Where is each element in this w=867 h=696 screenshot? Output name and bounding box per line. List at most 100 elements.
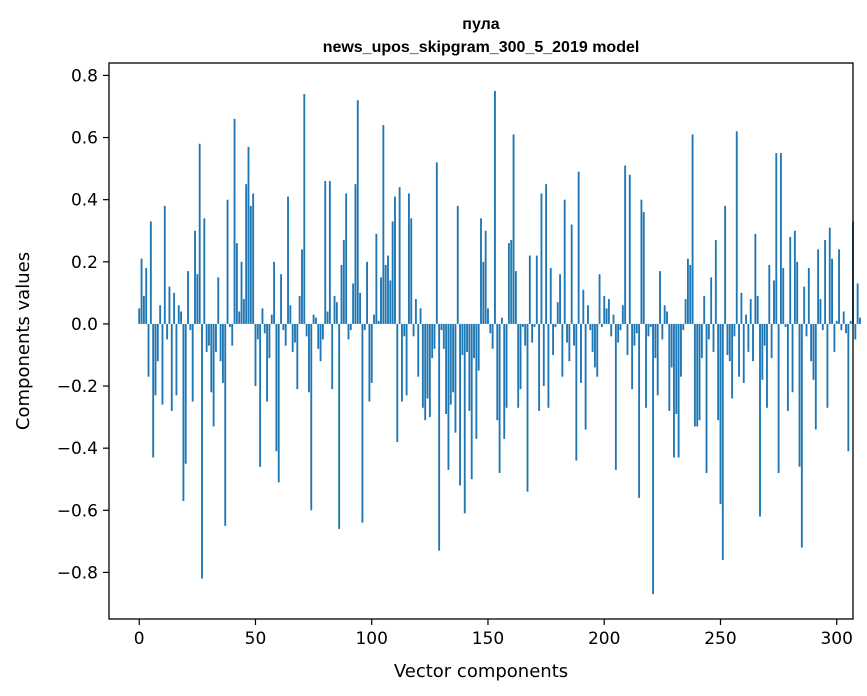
bar-266 <box>756 295 759 324</box>
bar-65 <box>289 305 292 324</box>
bar-18 <box>180 311 182 324</box>
bar-2 <box>142 295 145 324</box>
bar-151 <box>489 323 492 334</box>
bar-149 <box>484 230 487 324</box>
bar-161 <box>512 134 515 324</box>
bar-170 <box>533 323 536 328</box>
bar-79 <box>321 323 324 340</box>
bar-272 <box>770 323 773 359</box>
bar-142 <box>468 323 471 411</box>
bar-184 <box>566 323 568 343</box>
bar-292 <box>817 249 820 324</box>
y-tick-label: −0.2 <box>57 377 98 397</box>
bar-262 <box>747 323 750 352</box>
bar-130 <box>440 323 443 331</box>
bar-139 <box>461 323 464 355</box>
bar-252 <box>724 205 727 324</box>
bar-172 <box>538 323 541 411</box>
bar-59 <box>275 323 278 452</box>
chart-title-line2: news_upos_skipgram_300_5_2019 model <box>323 39 640 56</box>
bar-82 <box>328 181 331 324</box>
bar-113 <box>401 323 403 402</box>
bar-88 <box>342 240 345 324</box>
x-tick-label: 100 <box>355 629 387 649</box>
bar-141 <box>466 323 468 352</box>
bar-303 <box>842 311 845 324</box>
bar-176 <box>547 323 550 408</box>
bar-228 <box>668 323 671 411</box>
bar-213 <box>633 323 636 346</box>
bars-group <box>138 90 861 595</box>
bar-175 <box>545 184 548 324</box>
bar-245 <box>707 323 710 340</box>
bar-288 <box>807 268 810 324</box>
bar-75 <box>312 314 315 324</box>
bar-167 <box>526 323 529 492</box>
bar-101 <box>373 314 375 324</box>
bar-60 <box>277 323 280 483</box>
bar-186 <box>570 224 573 324</box>
bar-189 <box>577 171 580 324</box>
bar-263 <box>749 299 752 324</box>
bar-225 <box>661 323 664 340</box>
x-tick-label: 150 <box>472 629 504 649</box>
bar-300 <box>835 320 838 324</box>
bar-28 <box>203 218 206 324</box>
bar-180 <box>556 302 559 324</box>
bar-284 <box>798 323 801 467</box>
bar-16 <box>175 323 178 396</box>
plot-frame <box>108 62 854 620</box>
x-axis-ticks: 0 50 100 150 200 250 300 <box>134 619 853 649</box>
bar-279 <box>786 323 789 411</box>
bar-199 <box>600 323 603 328</box>
bar-195 <box>591 323 594 352</box>
bar-84 <box>333 295 336 324</box>
bar-192 <box>584 323 587 430</box>
bar-257 <box>735 131 738 324</box>
bar-96 <box>361 323 364 523</box>
bar-54 <box>263 323 266 334</box>
bar-77 <box>317 323 320 349</box>
y-tick-label: 0.2 <box>71 253 98 273</box>
bar-98 <box>366 261 368 324</box>
bar-51 <box>256 323 259 340</box>
bar-275 <box>777 323 780 474</box>
bar-128 <box>435 162 438 324</box>
bar-234 <box>682 323 685 331</box>
bar-276 <box>779 153 782 324</box>
bar-9 <box>159 305 162 324</box>
bar-69 <box>298 295 301 324</box>
x-tick-label: 50 <box>245 629 267 649</box>
bar-121 <box>419 308 422 324</box>
y-tick-label: −0.8 <box>57 563 98 583</box>
bar-115 <box>405 323 408 396</box>
bar-278 <box>784 323 787 328</box>
bar-259 <box>740 292 743 324</box>
bar-107 <box>387 255 389 324</box>
bar-178 <box>552 323 554 355</box>
bar-57 <box>270 314 273 324</box>
bar-177 <box>549 268 552 324</box>
bar-269 <box>763 323 766 346</box>
bar-194 <box>589 323 592 331</box>
bar-157 <box>503 323 506 439</box>
bar-44 <box>240 261 243 324</box>
bar-168 <box>528 255 531 324</box>
bar-196 <box>593 323 596 368</box>
bar-116 <box>408 193 410 324</box>
bar-89 <box>345 193 348 324</box>
bar-117 <box>410 218 413 324</box>
bar-217 <box>642 212 645 324</box>
bar-254 <box>728 323 731 362</box>
bar-191 <box>582 289 585 324</box>
bar-154 <box>496 323 499 421</box>
bar-204 <box>612 314 615 324</box>
y-tick-label: 0.0 <box>71 315 98 335</box>
bar-235 <box>684 299 687 324</box>
bar-30 <box>208 323 210 346</box>
bar-1 <box>140 258 143 324</box>
bar-222 <box>654 323 657 359</box>
bar-231 <box>675 323 678 414</box>
